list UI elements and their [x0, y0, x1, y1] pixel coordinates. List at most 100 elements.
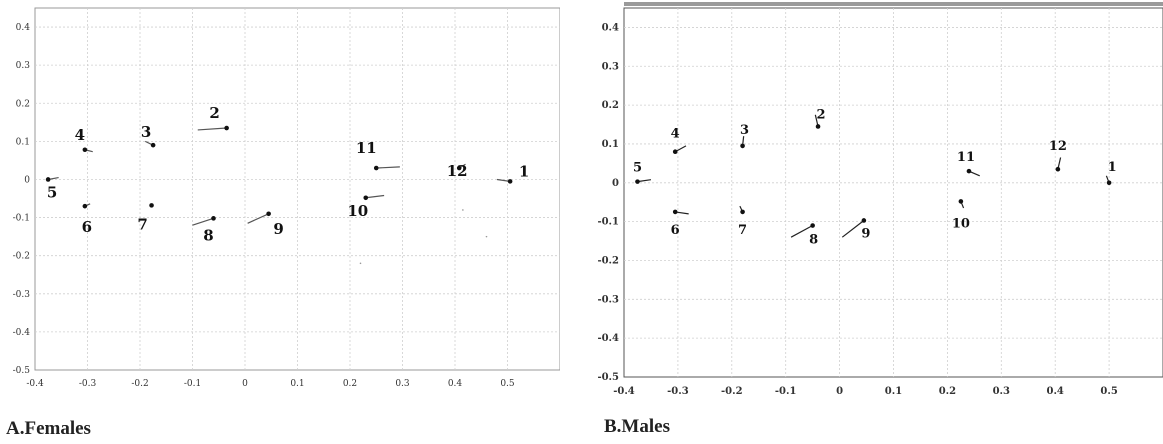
x-tick-label: 0.1 — [885, 386, 902, 397]
point-12 — [456, 165, 462, 171]
point-4 — [672, 149, 678, 155]
chart-panel-females: -0.4 -0.3 -0.2 -0.1 0 0.1 0.2 0.3 0.4 0.5 0.4 0.3 0.… — [0, 0, 561, 444]
y-tick-label: 0.3 — [602, 61, 619, 72]
point-8 — [810, 223, 815, 228]
x-tick-label: 0 — [836, 386, 843, 397]
stray-mark — [359, 262, 362, 265]
x-tick-label: -0.1 — [184, 379, 201, 389]
point-11-label: 11 — [957, 150, 975, 165]
y-tick-label: 0.2 — [602, 100, 619, 111]
y-tick-label: -0.5 — [13, 366, 31, 376]
y-tick-label: -0.1 — [13, 214, 30, 224]
x-tick-label: 0.1 — [290, 379, 304, 389]
point-12-label: 12 — [1049, 139, 1067, 154]
point-1 — [507, 179, 513, 184]
y-tick-label: 0 — [24, 175, 30, 185]
point-3-label: 3 — [740, 123, 749, 138]
point-12-label: 12 — [447, 162, 468, 180]
point-8-segment — [790, 224, 813, 238]
point-9 — [861, 218, 867, 223]
point-11 — [373, 165, 379, 171]
point-6-label: 6 — [82, 218, 92, 236]
y-tick-label: 0.2 — [16, 99, 30, 109]
chart-females-plot: -0.4 -0.3 -0.2 -0.1 0 0.1 0.2 0.3 0.4 0.5 0.4 0.3 0.… — [13, 7, 561, 389]
point-10-label: 10 — [347, 202, 368, 220]
point-7 — [740, 209, 745, 215]
point-2 — [815, 124, 821, 129]
point-6 — [82, 203, 88, 209]
x-tick-label: 0.5 — [500, 379, 515, 389]
x-tick-label: 0.4 — [1046, 386, 1063, 397]
y-tick-label: 0.4 — [16, 23, 31, 33]
point-4-label: 4 — [671, 127, 680, 142]
stray-mark — [485, 235, 488, 238]
point-5-label: 5 — [47, 183, 57, 201]
point-8-segment — [192, 217, 214, 226]
x-tick-label: 0.3 — [993, 386, 1010, 397]
point-9-segment — [841, 219, 865, 238]
x-tick-label: 0.5 — [1100, 386, 1117, 397]
x-tick-label: 0 — [242, 379, 248, 389]
x-tick-label: -0.2 — [721, 386, 743, 397]
point-12 — [1055, 166, 1061, 172]
point-4 — [82, 147, 88, 153]
point-11 — [966, 168, 972, 174]
point-9 — [266, 211, 271, 217]
x-tick-label: 0.2 — [939, 386, 956, 397]
x-tick-label: 0.2 — [343, 379, 357, 389]
point-5 — [45, 177, 51, 182]
point-8 — [211, 216, 216, 221]
point-5 — [635, 179, 640, 184]
point-11-label: 11 — [356, 139, 377, 157]
point-3-label: 3 — [141, 123, 151, 141]
y-tick-label: -0.5 — [597, 372, 619, 383]
x-tick-label: -0.2 — [131, 379, 148, 389]
point-10 — [363, 195, 369, 201]
x-tick-label: -0.4 — [26, 379, 44, 389]
y-tick-label: 0.4 — [602, 22, 619, 33]
y-tick-label: 0.1 — [602, 139, 619, 150]
point-11-segment — [376, 166, 400, 169]
point-2-segment — [197, 127, 227, 131]
point-5-label: 5 — [633, 161, 642, 176]
point-4-label: 4 — [75, 126, 85, 144]
point-2-label: 2 — [817, 107, 826, 122]
x-tick-label: -0.4 — [613, 386, 635, 397]
point-10-label: 10 — [952, 216, 970, 231]
chart-panel-males: -0.4 -0.3 -0.2 -0.1 0 0.1 0.2 0.3 0.4 0.5 0.4 0.3 0.… — [580, 0, 1163, 444]
chart-title-females: A.Females — [6, 418, 91, 439]
point-7-label: 7 — [137, 215, 147, 233]
point-10-segment — [365, 194, 385, 199]
point-6-label: 6 — [671, 223, 680, 238]
point-9-label: 9 — [861, 226, 870, 241]
point-1-label: 1 — [1108, 160, 1117, 175]
point-2-label: 2 — [209, 104, 219, 122]
point-9-label: 9 — [273, 220, 283, 238]
point-9-segment — [247, 213, 269, 224]
plot-top-bar — [624, 2, 1163, 6]
point-8-label: 8 — [809, 233, 818, 248]
y-tick-label: -0.3 — [597, 294, 619, 305]
point-3 — [740, 143, 745, 149]
y-tick-label: 0 — [612, 178, 619, 189]
y-tick-label: -0.4 — [13, 328, 31, 338]
point-2 — [224, 125, 229, 131]
x-tick-label: -0.1 — [775, 386, 797, 397]
point-1 — [1106, 180, 1112, 186]
x-tick-label: 0.4 — [448, 379, 463, 389]
y-tick-label: -0.4 — [597, 333, 619, 344]
x-tick-label: -0.3 — [667, 386, 689, 397]
point-10 — [958, 199, 964, 204]
point-7-label: 7 — [738, 223, 747, 238]
y-tick-label: -0.2 — [13, 252, 30, 262]
chart-males-plot: -0.4 -0.3 -0.2 -0.1 0 0.1 0.2 0.3 0.4 0.5 0.4 0.3 0.… — [597, 2, 1163, 397]
chart-title-males: B.Males — [604, 416, 670, 437]
point-3 — [150, 142, 156, 148]
point-6 — [672, 209, 678, 215]
y-tick-label: 0.3 — [16, 61, 31, 71]
point-1-label: 1 — [519, 162, 529, 180]
y-tick-label: -0.1 — [597, 217, 619, 228]
x-tick-label: 0.3 — [395, 379, 410, 389]
y-tick-label: 0.1 — [16, 137, 30, 147]
stray-mark — [462, 209, 464, 211]
